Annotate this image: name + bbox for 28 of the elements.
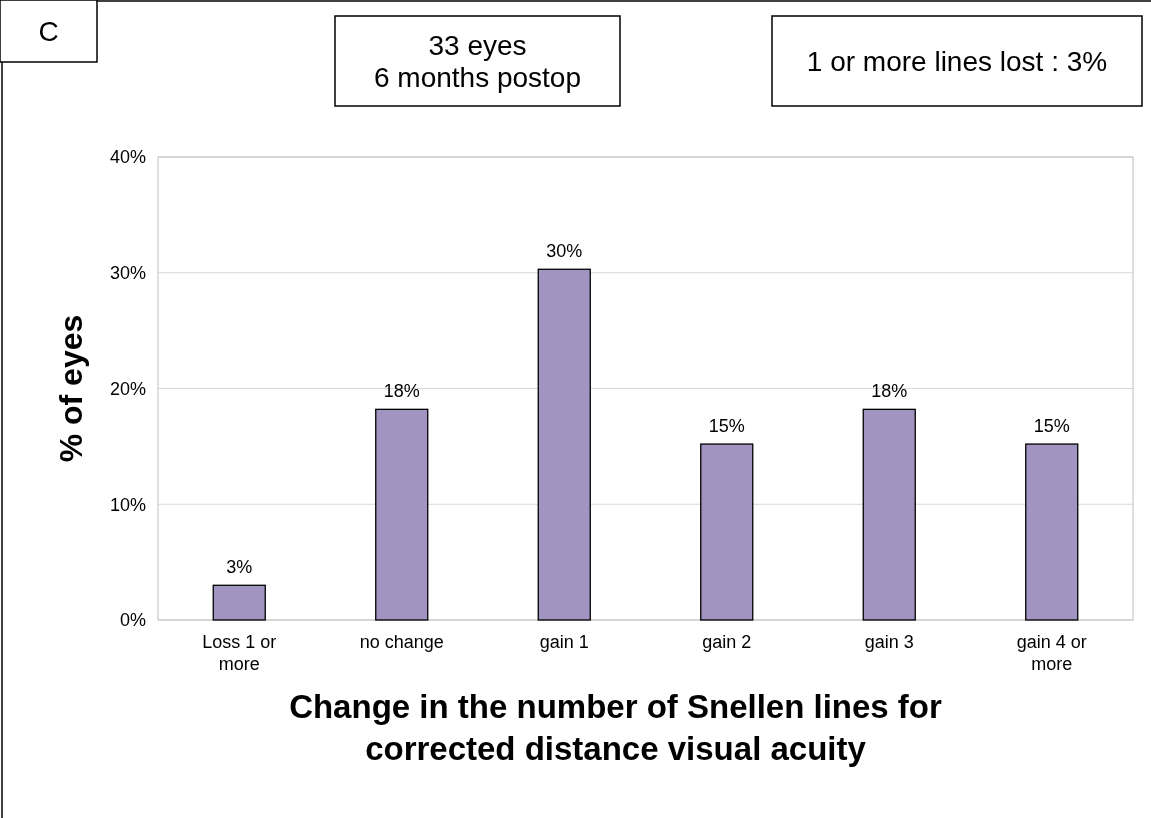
x-tick-label: gain 1 bbox=[539, 632, 589, 652]
x-tick-label: Loss 1 or more bbox=[202, 632, 277, 674]
bar bbox=[862, 408, 916, 621]
data-label: 3% bbox=[226, 557, 253, 578]
x-tick-label: gain 4 or more bbox=[1016, 632, 1087, 674]
text: 1 or more lines lost : 3% bbox=[806, 45, 1108, 77]
bar bbox=[537, 268, 591, 621]
data-label: 15% bbox=[1033, 416, 1070, 437]
x-tick-label: gain 3 bbox=[864, 632, 914, 652]
y-axis-title: % of eyes bbox=[53, 314, 89, 463]
y-tick-label: 20% bbox=[109, 378, 146, 399]
y-tick-label: 10% bbox=[109, 494, 146, 515]
y-tick-label: 40% bbox=[109, 147, 146, 168]
data-label: 18% bbox=[383, 381, 420, 402]
text: C bbox=[38, 15, 59, 47]
bar bbox=[212, 584, 266, 621]
x-tick-label: no change bbox=[359, 632, 444, 652]
data-label: 30% bbox=[546, 241, 583, 262]
text: 33 eyes 6 months postop bbox=[373, 29, 582, 93]
bar bbox=[375, 408, 429, 621]
data-label: 15% bbox=[708, 416, 745, 437]
x-tick-label: gain 2 bbox=[702, 632, 752, 652]
y-tick-label: 30% bbox=[109, 263, 146, 284]
data-label: 18% bbox=[871, 381, 908, 402]
y-tick-label: 0% bbox=[119, 610, 146, 631]
bar bbox=[1025, 443, 1079, 621]
x-axis-title: Change in the number of Snellen lines for corrected distance visual acuity bbox=[289, 688, 943, 767]
bar bbox=[700, 443, 754, 621]
